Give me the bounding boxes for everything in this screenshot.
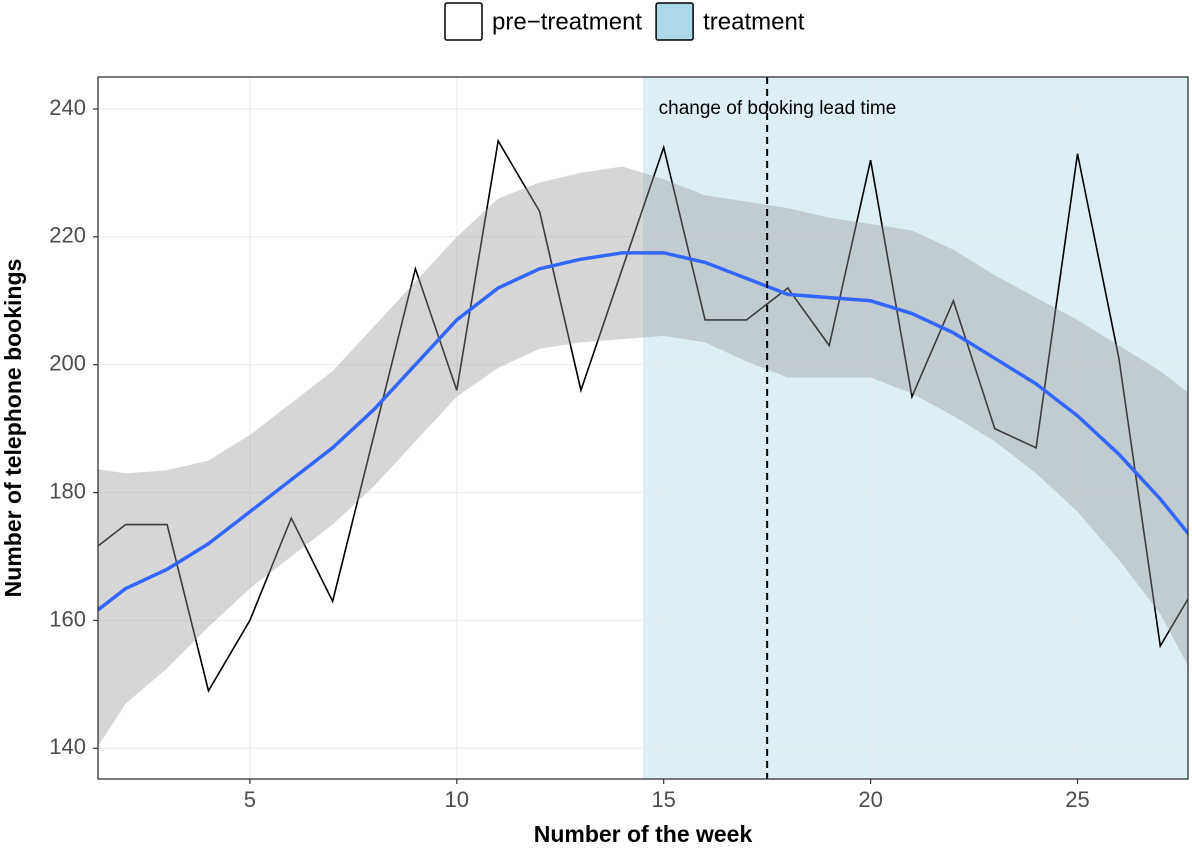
x-tick-label: 10 <box>445 787 469 812</box>
region <box>643 77 1188 779</box>
confidence-band <box>98 166 1188 747</box>
legend-label: treatment <box>703 8 805 35</box>
y-tick-label: 220 <box>49 223 86 248</box>
y-tick-label: 140 <box>49 734 86 759</box>
y-tick-label: 200 <box>49 351 86 376</box>
panel-border <box>97 76 1189 780</box>
legend-key <box>444 2 483 41</box>
x-tick-label: 25 <box>1065 787 1089 812</box>
y-tick-label: 240 <box>49 95 86 120</box>
x-axis-title: Number of the week <box>534 821 753 847</box>
annotation: change of booking lead time <box>659 98 897 119</box>
y-axis-title: Number of telephone bookings <box>0 259 26 598</box>
region <box>98 77 643 779</box>
y-tick-label: 180 <box>49 478 86 503</box>
data-line <box>98 138 1188 693</box>
plot-area <box>98 77 1188 779</box>
legend-key <box>655 2 694 41</box>
smooth-line <box>98 251 1188 613</box>
legend-label: pre−treatment <box>492 8 642 35</box>
y-tick-label: 160 <box>49 606 86 631</box>
x-tick-label: 15 <box>651 787 675 812</box>
x-tick-label: 5 <box>244 787 256 812</box>
x-tick-label: 20 <box>858 787 882 812</box>
